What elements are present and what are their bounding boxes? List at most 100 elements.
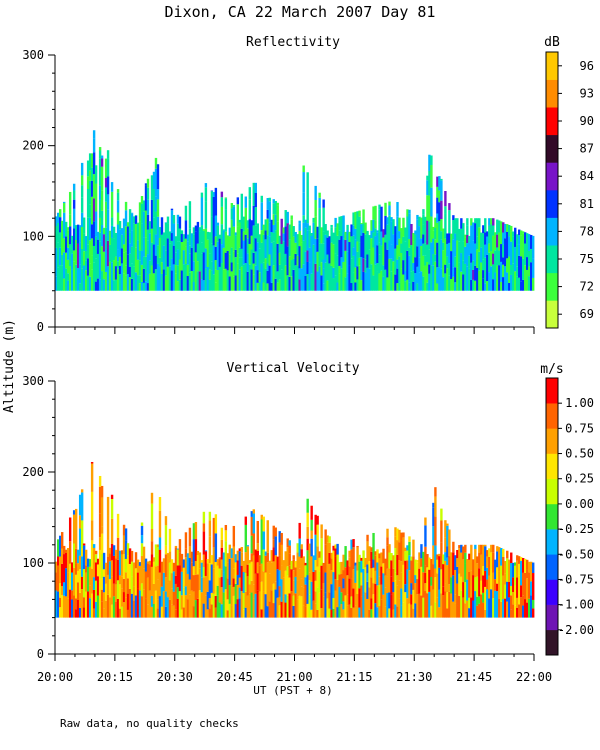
reflectivity-cell [90, 196, 94, 225]
velocity-cell [372, 567, 375, 584]
reflectivity-cell [210, 216, 214, 244]
reflectivity-cell [182, 234, 186, 242]
velocity-cell [206, 563, 210, 592]
reflectivity-cell [326, 280, 329, 291]
velocity-cell [264, 594, 267, 618]
velocity-cell [444, 560, 447, 584]
velocity-cell [280, 532, 283, 545]
reflectivity-cell [294, 253, 297, 266]
reflectivity-cell [358, 216, 361, 243]
velocity-cell [152, 561, 156, 584]
velocity-cell [260, 609, 263, 618]
reflectivity-cell [420, 256, 423, 272]
velocity-cell [110, 604, 114, 618]
reflectivity-colorbar-swatch [546, 107, 558, 136]
velocity-cell [166, 558, 170, 583]
velocity-cell [400, 572, 403, 589]
reflectivity-cell [256, 270, 259, 283]
reflectivity-cell [522, 279, 525, 291]
velocity-cell [168, 528, 172, 552]
velocity-cell [168, 580, 172, 600]
velocity-cell [208, 608, 212, 618]
velocity-cell [476, 605, 479, 618]
velocity-cell [404, 560, 407, 585]
reflectivity-cell [116, 200, 120, 213]
reflectivity-cell [132, 223, 136, 244]
reflectivity-cell [392, 273, 395, 291]
reflectivity-cell [508, 236, 511, 257]
velocity-cell [456, 566, 459, 584]
velocity-cell [126, 555, 130, 579]
figure-title: Dixon, CA 22 March 2007 Day 81 [165, 3, 436, 21]
velocity-cell [394, 527, 397, 537]
reflectivity-cell [272, 214, 275, 225]
velocity-cell [150, 541, 154, 555]
reflectivity-cell [318, 266, 321, 291]
velocity-cell [250, 516, 253, 536]
reflectivity-cell [500, 281, 503, 291]
velocity-cell [364, 567, 367, 593]
reflectivity-cell [442, 228, 445, 243]
velocity-cell [504, 598, 507, 618]
reflectivity-cell [418, 226, 421, 239]
reflectivity-cell [456, 267, 459, 291]
reflectivity-cell [242, 216, 246, 220]
reflectivity-cell [100, 158, 104, 167]
velocity-cell [66, 548, 70, 573]
velocity-cell [208, 520, 212, 537]
velocity-cell [136, 588, 140, 609]
velocity-cell [194, 539, 198, 562]
reflectivity-cell [464, 234, 467, 238]
velocity-colorbar-tick-label: -0.50 [558, 547, 594, 561]
velocity-cell [232, 546, 236, 569]
velocity-cell [416, 562, 419, 580]
reflectivity-cell [218, 266, 222, 291]
reflectivity-cell [432, 265, 435, 282]
reflectivity-cell [148, 260, 152, 274]
velocity-cell [336, 554, 339, 580]
reflectivity-cell [424, 217, 427, 244]
velocity-cell [368, 609, 371, 618]
reflectivity-cell [264, 268, 267, 291]
reflectivity-cell [154, 234, 158, 256]
velocity-cell [64, 568, 68, 597]
velocity-cell [508, 597, 511, 618]
reflectivity-cell [98, 150, 102, 159]
reflectivity-cell [380, 270, 383, 291]
reflectivity-cell [334, 253, 337, 276]
reflectivity-cell [286, 211, 289, 224]
reflectivity-cell [82, 265, 86, 291]
reflectivity-cell [224, 231, 228, 253]
velocity-cell [144, 558, 148, 572]
velocity-cell [58, 597, 62, 608]
velocity-cell [244, 552, 247, 573]
reflectivity-cell [128, 253, 132, 267]
reflectivity-cell [110, 262, 114, 291]
velocity-cell [204, 575, 208, 596]
reflectivity-cell [64, 221, 68, 237]
velocity-cell [526, 602, 529, 618]
velocity-colorbar-swatch [546, 604, 558, 631]
velocity-cell [246, 546, 249, 565]
velocity-cell [248, 560, 251, 564]
reflectivity-cell [282, 241, 285, 266]
velocity-cell [340, 561, 343, 575]
velocity-cell [292, 580, 295, 596]
reflectivity-cell [358, 265, 361, 291]
reflectivity-cell [118, 256, 122, 266]
reflectivity-cell [200, 279, 204, 291]
velocity-cell [120, 588, 124, 607]
velocity-cell [326, 535, 329, 543]
velocity-cell [492, 572, 495, 599]
reflectivity-cell [55, 276, 58, 291]
velocity-cell [78, 569, 82, 593]
velocity-cell [314, 559, 317, 571]
velocity-cell [128, 548, 132, 564]
velocity-cell [140, 525, 144, 536]
velocity-cell [262, 571, 265, 592]
reflectivity-cell [166, 238, 170, 267]
reflectivity-cell [306, 230, 309, 251]
velocity-cell [432, 526, 435, 546]
reflectivity-cell [194, 264, 198, 291]
velocity-cell [462, 582, 465, 598]
